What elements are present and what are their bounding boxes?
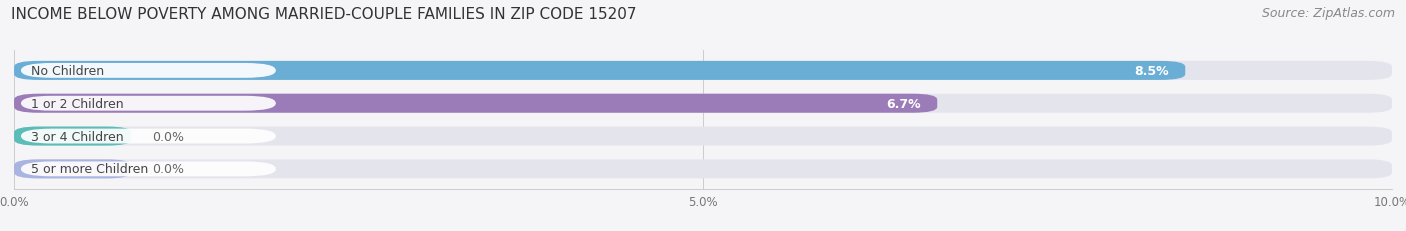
FancyBboxPatch shape: [21, 64, 276, 79]
Text: 0.0%: 0.0%: [152, 163, 184, 176]
Text: INCOME BELOW POVERTY AMONG MARRIED-COUPLE FAMILIES IN ZIP CODE 15207: INCOME BELOW POVERTY AMONG MARRIED-COUPL…: [11, 7, 637, 22]
Text: 3 or 4 Children: 3 or 4 Children: [31, 130, 124, 143]
FancyBboxPatch shape: [14, 127, 131, 146]
FancyBboxPatch shape: [21, 129, 276, 144]
FancyBboxPatch shape: [21, 96, 276, 111]
FancyBboxPatch shape: [14, 94, 1392, 113]
Text: 0.0%: 0.0%: [152, 130, 184, 143]
FancyBboxPatch shape: [14, 62, 1392, 81]
FancyBboxPatch shape: [14, 160, 131, 179]
Text: 5 or more Children: 5 or more Children: [31, 163, 148, 176]
FancyBboxPatch shape: [14, 94, 938, 113]
FancyBboxPatch shape: [14, 127, 1392, 146]
Text: Source: ZipAtlas.com: Source: ZipAtlas.com: [1261, 7, 1395, 20]
FancyBboxPatch shape: [14, 160, 1392, 179]
Text: No Children: No Children: [31, 65, 104, 78]
FancyBboxPatch shape: [14, 62, 1185, 81]
Text: 8.5%: 8.5%: [1135, 65, 1168, 78]
Text: 6.7%: 6.7%: [886, 97, 921, 110]
Text: 1 or 2 Children: 1 or 2 Children: [31, 97, 124, 110]
FancyBboxPatch shape: [21, 162, 276, 176]
